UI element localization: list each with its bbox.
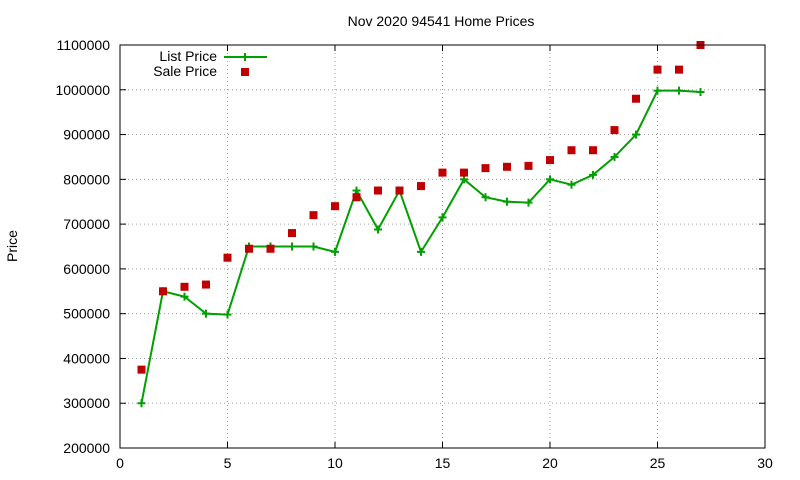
y-tick-label: 1100000: [57, 37, 111, 53]
plus-marker: [352, 186, 361, 195]
plus-marker: [137, 399, 146, 408]
sale-price-marker: [288, 229, 296, 238]
sale-price-marker: [352, 193, 361, 202]
plus-marker: [589, 170, 597, 179]
sale-price-marker: [632, 94, 640, 103]
plus-marker: [374, 225, 382, 234]
y-tick-label: 400000: [63, 350, 110, 366]
sale-price-marker: [460, 168, 468, 177]
legend-label-list-price: List Price: [159, 48, 217, 64]
plus-marker: [460, 175, 468, 184]
plus-marker: [417, 247, 425, 256]
x-tick-label: 20: [542, 455, 558, 471]
y-tick-label: 800000: [63, 171, 110, 187]
y-axis-label: Price: [4, 230, 20, 262]
y-tick-label: 1000000: [55, 82, 110, 98]
sale-price-marker: [417, 182, 425, 191]
x-tick-label: 10: [327, 455, 343, 471]
plus-marker: [675, 86, 683, 95]
plus-marker: [524, 198, 533, 207]
sale-price-marker: [653, 65, 662, 74]
grid-lines: [120, 45, 765, 448]
sale-price-marker: [589, 146, 597, 155]
plus-marker: [288, 242, 296, 251]
sale-price-marker: [675, 65, 683, 74]
plus-marker: [223, 310, 232, 319]
x-tick-label: 25: [650, 455, 666, 471]
sale-price-marker: [438, 168, 447, 177]
plus-marker: [632, 130, 640, 139]
sale-price-marker: [309, 211, 318, 220]
sale-price-marker: [331, 202, 339, 211]
plot-frame: [119, 44, 766, 449]
y-tick-label: 900000: [63, 127, 110, 143]
sale-price-marker: [180, 282, 189, 291]
plus-marker: [481, 193, 490, 202]
sale-price-marker: [481, 164, 490, 173]
sale-price-marker: [266, 244, 275, 253]
x-tick-label: 0: [116, 455, 124, 471]
list-price-line: [140, 89, 701, 404]
axis-ticks: 200000 300000 400000 500000 600000 700000 8000…: [55, 37, 773, 471]
y-tick-label: 700000: [63, 216, 110, 232]
plus-marker: [202, 309, 210, 318]
plus-marker: [309, 242, 318, 251]
plus-marker: [696, 88, 705, 97]
y-tick-label: 300000: [63, 395, 110, 411]
x-tick-label: 15: [435, 455, 451, 471]
plus-marker: [241, 53, 249, 61]
sale-price-marker: [503, 162, 511, 171]
plus-marker: [546, 175, 554, 184]
legend-label-sale-price: Sale Price: [153, 63, 217, 79]
plus-marker: [503, 197, 511, 206]
sale-price-marker: [610, 126, 619, 135]
chart-title: Nov 2020 94541 Home Prices: [348, 13, 535, 29]
sale-price-marker: [245, 244, 253, 253]
y-tick-label: 600000: [63, 261, 110, 277]
plus-marker: [438, 213, 447, 222]
x-tick-label: 5: [224, 455, 232, 471]
y-tick-label: 500000: [63, 306, 110, 322]
x-tick-label: 30: [757, 455, 773, 471]
sale-price-marker: [223, 253, 232, 262]
legend-marker-sale-price: [241, 68, 249, 76]
plus-marker: [331, 247, 339, 256]
y-tick-label: 200000: [63, 440, 110, 456]
plus-marker: [180, 292, 189, 301]
series-sale-price: [137, 41, 705, 374]
sale-price-marker: [395, 186, 404, 195]
sale-price-marker: [567, 146, 576, 155]
sale-price-marker: [137, 365, 146, 374]
plus-marker: [610, 152, 619, 161]
sale-price-marker: [374, 186, 382, 195]
sale-price-marker: [524, 161, 533, 170]
series-layer: [137, 41, 705, 408]
sale-price-marker: [202, 280, 210, 289]
sale-price-marker: [546, 156, 554, 165]
sale-price-marker: [159, 287, 167, 296]
plus-marker: [567, 180, 576, 189]
plus-marker: [653, 86, 662, 95]
